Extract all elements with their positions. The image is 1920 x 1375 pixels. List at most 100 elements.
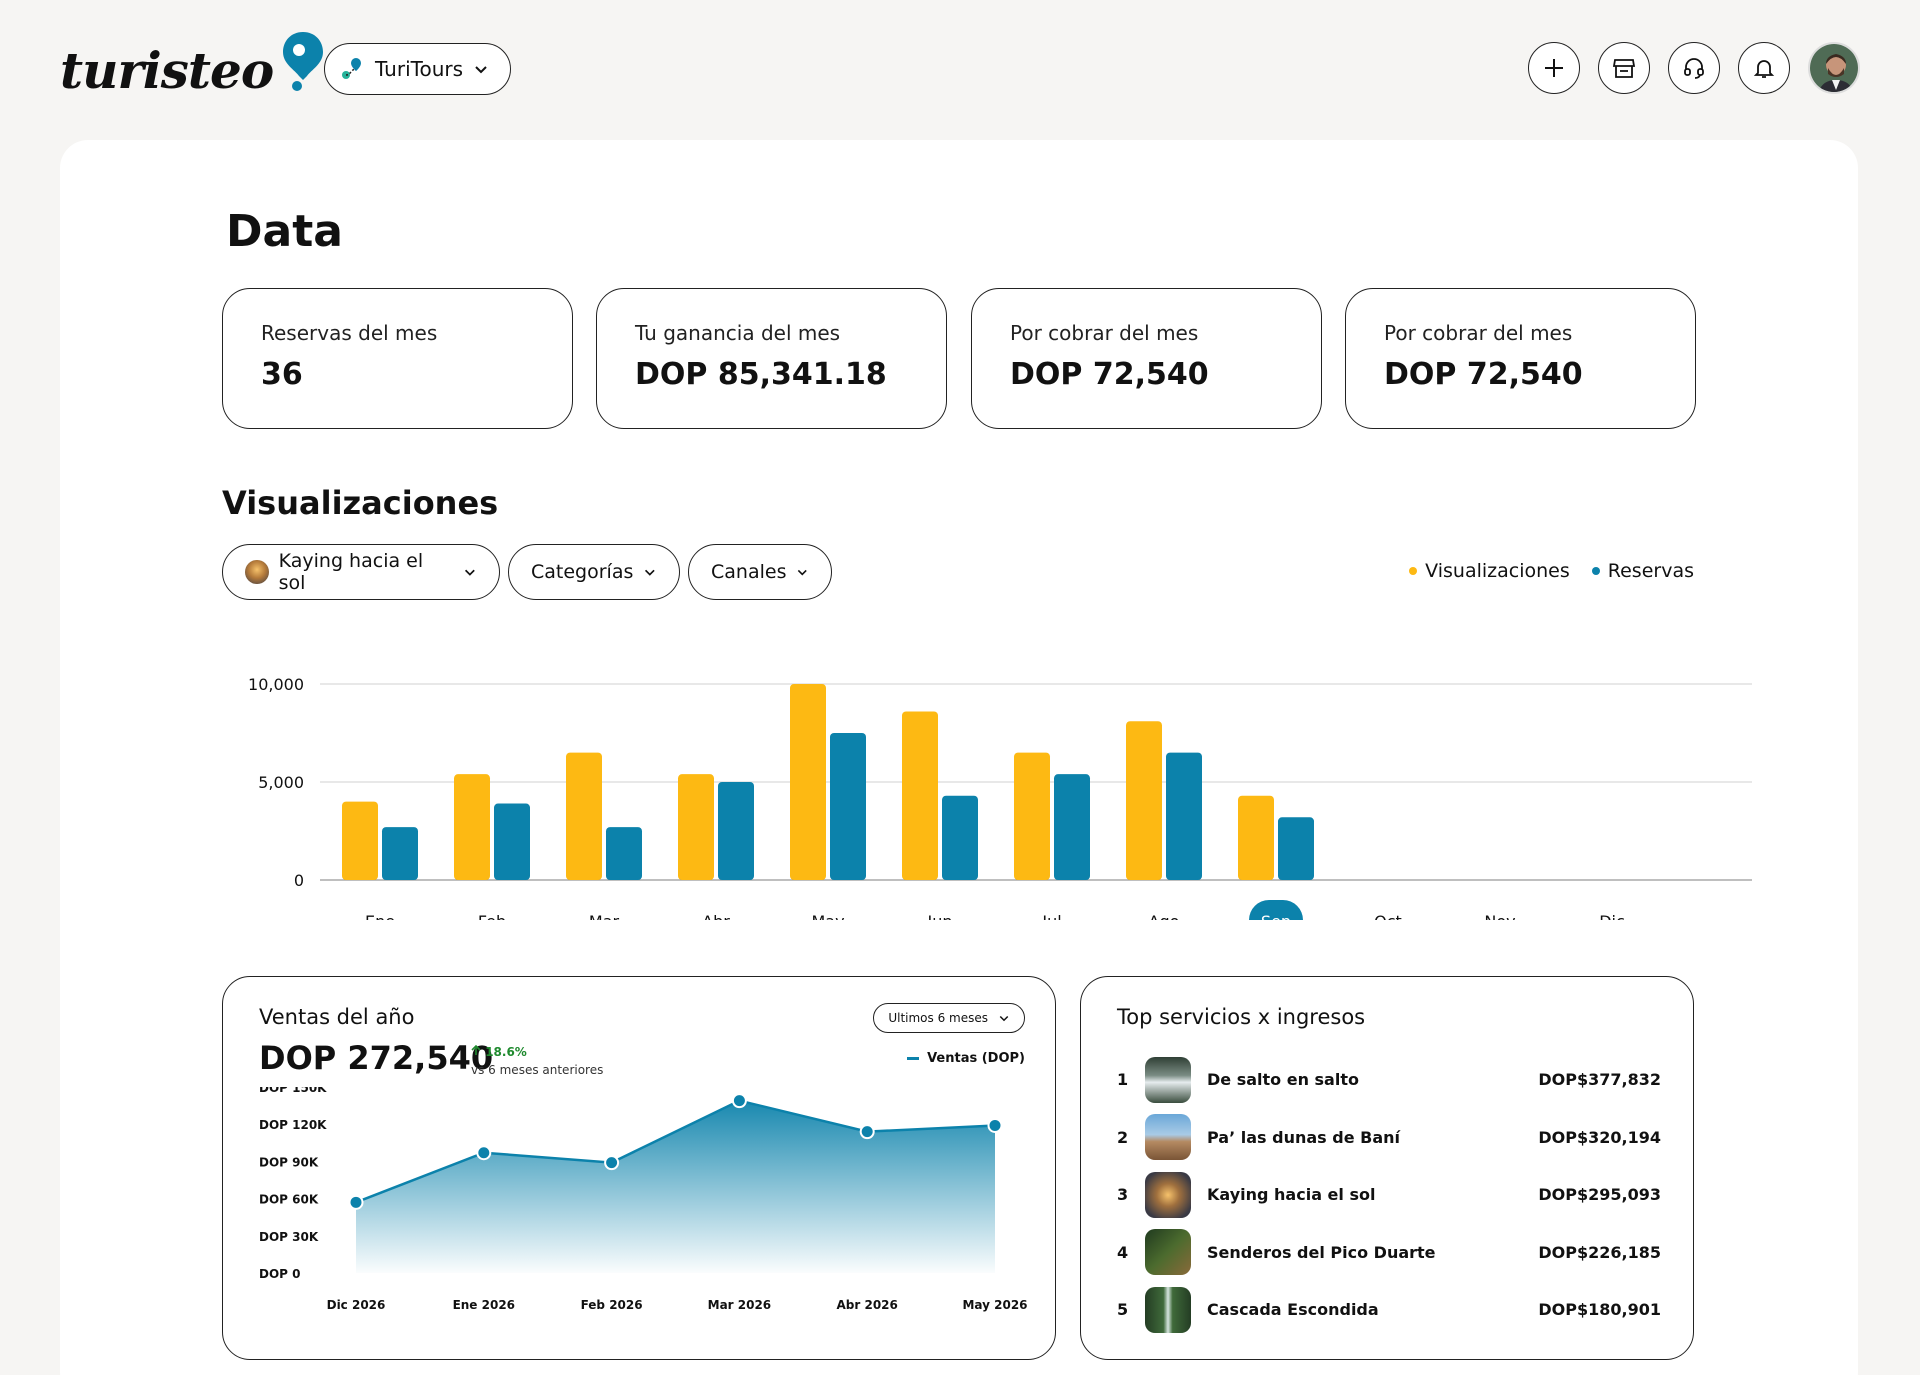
legend-visualizaciones[interactable]: Visualizaciones <box>1409 560 1570 582</box>
data-point[interactable] <box>731 1093 747 1109</box>
bar-visualizaciones-sep[interactable] <box>1238 795 1274 880</box>
legend-dot <box>1409 567 1418 575</box>
y-tick-label: 5,000 <box>258 773 304 792</box>
filter-tour[interactable]: Kaying hacia el sol <box>222 544 500 600</box>
x-tick-label: Mar 2026 <box>708 1298 772 1312</box>
bar-visualizaciones-feb[interactable] <box>454 774 490 880</box>
data-point[interactable] <box>476 1145 492 1161</box>
y-tick-label: DOP 0 <box>259 1267 300 1281</box>
store-button[interactable] <box>1598 42 1650 94</box>
sales-card: Ventas del año DOP 272,540 18.6% vs 6 me… <box>222 976 1056 1360</box>
x-tick-label[interactable]: Nov <box>1484 912 1515 920</box>
bar-reservas-mar[interactable] <box>606 827 642 880</box>
x-tick-label: May 2026 <box>962 1298 1027 1312</box>
data-point[interactable] <box>987 1117 1003 1133</box>
x-tick-label[interactable]: Abr <box>702 912 730 920</box>
rank: 4 <box>1117 1242 1129 1262</box>
legend-dot <box>1591 567 1600 575</box>
bell-icon <box>1753 60 1775 78</box>
y-tick-label: DOP 150K <box>259 1087 327 1095</box>
bar-visualizaciones-ago[interactable] <box>1126 721 1162 880</box>
service-name: Pa’ las dunas de Baní <box>1207 1127 1400 1147</box>
range-selector[interactable]: Ultimos 6 meses <box>873 1003 1025 1033</box>
x-tick-label[interactable]: Mar <box>589 912 620 920</box>
x-tick-label[interactable]: Feb <box>478 912 506 920</box>
list-item[interactable]: 5 Cascada Escondida DOP$180,901 <box>1117 1281 1661 1339</box>
support-button[interactable] <box>1668 42 1720 94</box>
stat-value: DOP 72,540 <box>1010 357 1209 392</box>
bar-visualizaciones-jul[interactable] <box>1014 752 1050 880</box>
bar-reservas-feb[interactable] <box>494 803 530 880</box>
bar-reservas-ago[interactable] <box>1166 752 1202 880</box>
bar-reservas-ene[interactable] <box>382 827 418 880</box>
filter-categorias[interactable]: Categorías <box>508 544 680 600</box>
x-tick-label: Ene 2026 <box>453 1298 515 1312</box>
bar-reservas-abr[interactable] <box>718 782 754 880</box>
range-label: Ultimos 6 meses <box>888 1011 988 1025</box>
y-tick-label: DOP 90K <box>259 1155 319 1169</box>
add-button[interactable] <box>1528 42 1580 94</box>
bar-visualizaciones-may[interactable] <box>790 684 826 880</box>
delta-note: vs 6 meses anteriores <box>471 1063 604 1077</box>
service-amount: DOP$320,194 <box>1538 1127 1661 1147</box>
service-name: Kaying hacia el sol <box>1207 1185 1376 1205</box>
chevron-down-icon <box>645 569 656 576</box>
support-headset-icon <box>1684 58 1704 79</box>
bar-reservas-jun[interactable] <box>942 795 978 880</box>
bar-reservas-jul[interactable] <box>1054 774 1090 880</box>
service-thumbnail <box>1145 1114 1191 1161</box>
service-amount: DOP$377,832 <box>1538 1070 1661 1090</box>
bar-visualizaciones-mar[interactable] <box>566 752 602 880</box>
x-tick-label[interactable]: Ene <box>365 912 395 920</box>
x-tick-label[interactable]: Dic <box>1599 912 1625 920</box>
bar-visualizaciones-jun[interactable] <box>902 711 938 880</box>
user-avatar[interactable] <box>1808 42 1860 94</box>
service-amount: DOP$180,901 <box>1538 1300 1661 1320</box>
chart-legend: Visualizaciones Reservas <box>1409 560 1694 582</box>
data-point[interactable] <box>604 1155 620 1171</box>
y-tick-label: 10,000 <box>248 675 304 694</box>
tour-thumbnail <box>245 560 269 584</box>
stat-card-reservas: Reservas del mes 36 <box>222 288 573 429</box>
list-item[interactable]: 3 Kaying hacia el sol DOP$295,093 <box>1117 1166 1661 1224</box>
x-tick-highlight[interactable] <box>1249 900 1303 920</box>
org-selector[interactable]: TuriTours <box>324 43 511 95</box>
service-amount: DOP$226,185 <box>1538 1242 1661 1262</box>
data-point[interactable] <box>348 1194 364 1210</box>
data-point[interactable] <box>859 1124 875 1140</box>
series-line <box>355 1099 996 1204</box>
bar-visualizaciones-ene[interactable] <box>342 801 378 880</box>
x-tick-label: Abr 2026 <box>837 1298 898 1312</box>
brand-logo[interactable]: turisteo <box>60 30 325 110</box>
x-tick-label[interactable]: Jun <box>927 912 953 920</box>
bar-reservas-may[interactable] <box>830 733 866 880</box>
x-tick-label[interactable]: May <box>811 912 844 920</box>
legend-reservas[interactable]: Reservas <box>1591 560 1694 582</box>
y-tick-label: DOP 30K <box>259 1230 319 1244</box>
x-tick-label[interactable]: Sep <box>1261 912 1291 920</box>
list-item[interactable]: 2 Pa’ las dunas de Baní DOP$320,194 <box>1117 1109 1661 1167</box>
x-tick-label[interactable]: Jul <box>1041 912 1061 920</box>
sales-delta: 18.6% <box>471 1044 527 1059</box>
x-tick-label[interactable]: Oct <box>1374 912 1402 920</box>
page-title: Data <box>226 206 343 257</box>
y-tick-label: DOP 120K <box>259 1118 327 1132</box>
chevron-down-icon <box>798 569 808 576</box>
list-item[interactable]: 1 De salto en salto DOP$377,832 <box>1117 1051 1661 1109</box>
stat-card-ganancia: Tu ganancia del mes DOP 85,341.18 <box>596 288 947 429</box>
service-thumbnail <box>1145 1229 1191 1276</box>
x-tick-label[interactable]: Ago <box>1149 912 1180 920</box>
stat-value: DOP 85,341.18 <box>635 357 887 392</box>
visualizaciones-bar-chart: 10,000 5,000 0 Ene Feb Mar Abr May Jun Jul Ago Sep O… <box>248 675 1752 920</box>
legend-label: Ventas (DOP) <box>927 1051 1025 1066</box>
org-name: TuriTours <box>375 57 464 81</box>
list-item[interactable]: 4 Senderos del Pico Duarte DOP$226,185 <box>1117 1224 1661 1282</box>
stat-card-por-cobrar: Por cobrar del mes DOP 72,540 <box>971 288 1322 429</box>
filter-canales[interactable]: Canales <box>688 544 832 600</box>
legend-label: Reservas <box>1607 560 1694 582</box>
service-name: Senderos del Pico Duarte <box>1207 1242 1436 1262</box>
top-services-list: 1 De salto en salto DOP$377,832 2 Pa’ la… <box>1117 1051 1661 1339</box>
notifications-button[interactable] <box>1738 42 1790 94</box>
bar-visualizaciones-abr[interactable] <box>678 774 714 880</box>
bar-reservas-sep[interactable] <box>1278 817 1314 880</box>
